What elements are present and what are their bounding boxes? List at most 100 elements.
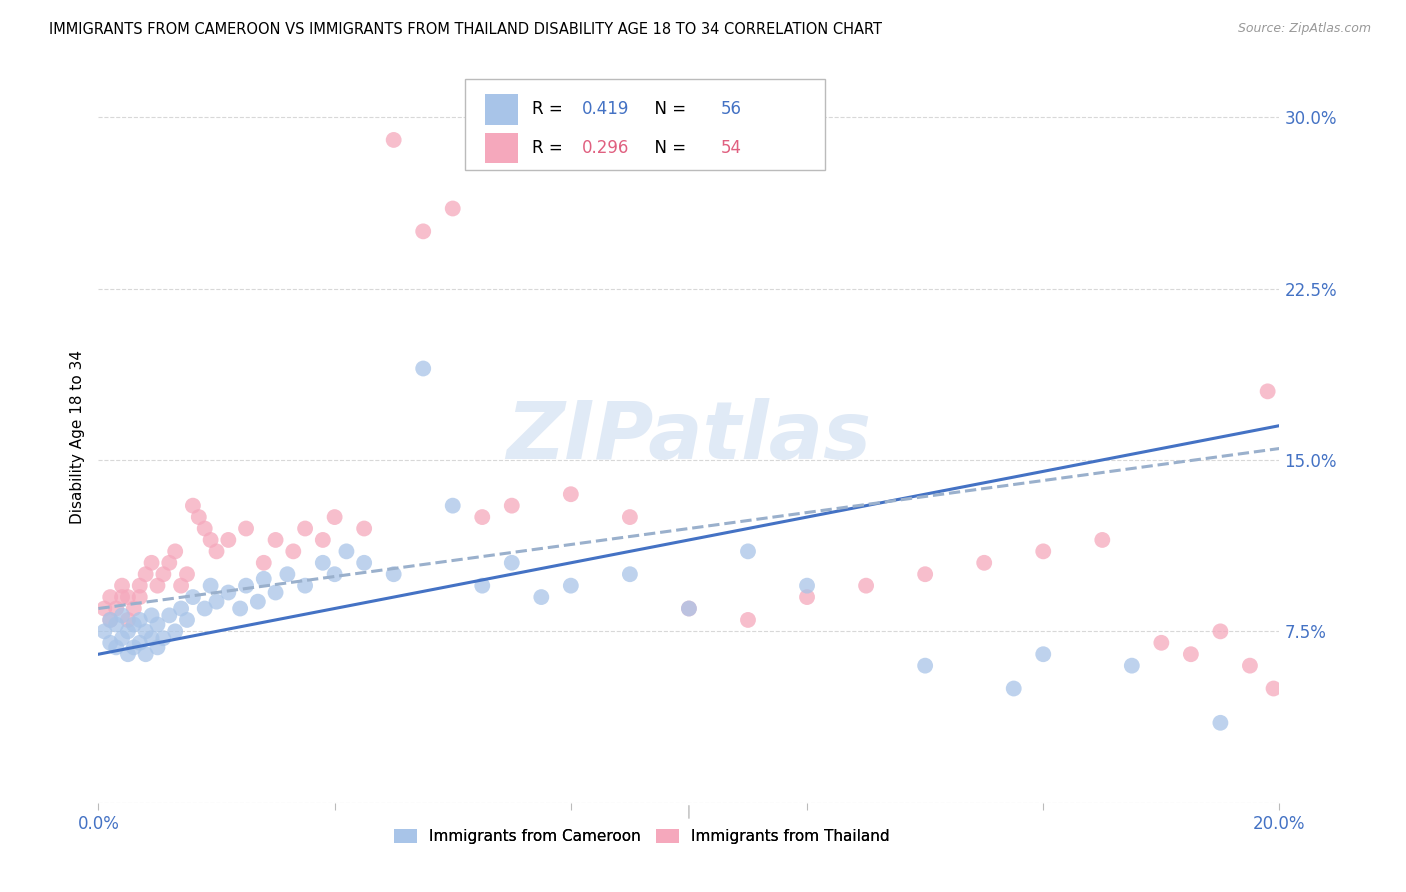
- Point: [98, 636, 121, 650]
- Point: [141, 632, 163, 646]
- Point: [353, 521, 375, 535]
- Point: [1032, 647, 1054, 661]
- Point: [157, 608, 180, 623]
- Point: [98, 613, 121, 627]
- FancyBboxPatch shape: [464, 78, 825, 170]
- Point: [323, 567, 346, 582]
- Point: [111, 632, 134, 646]
- Point: [1257, 384, 1279, 399]
- Point: [98, 590, 121, 604]
- Point: [264, 533, 287, 547]
- Point: [128, 579, 150, 593]
- Point: [141, 556, 163, 570]
- Point: [135, 647, 157, 661]
- Point: [501, 556, 523, 570]
- Point: [560, 579, 582, 593]
- Y-axis label: Disability Age 18 to 34: Disability Age 18 to 34: [69, 350, 84, 524]
- Point: [157, 556, 180, 570]
- Point: [111, 590, 134, 604]
- Text: R =: R =: [531, 100, 568, 119]
- Legend: Immigrants from Cameroon, Immigrants from Thailand: Immigrants from Cameroon, Immigrants fro…: [388, 822, 896, 850]
- Point: [382, 567, 405, 582]
- Point: [1032, 544, 1054, 558]
- Point: [1263, 681, 1285, 696]
- Point: [1002, 681, 1025, 696]
- Point: [441, 202, 464, 216]
- FancyBboxPatch shape: [485, 94, 517, 125]
- Point: [152, 567, 174, 582]
- Point: [1239, 658, 1261, 673]
- Point: [264, 585, 287, 599]
- Point: [122, 601, 145, 615]
- Point: [235, 521, 257, 535]
- Point: [135, 567, 157, 582]
- Point: [187, 510, 209, 524]
- Point: [619, 567, 641, 582]
- Point: [194, 601, 217, 615]
- Point: [176, 613, 198, 627]
- Point: [1150, 636, 1173, 650]
- Point: [276, 567, 298, 582]
- Point: [141, 608, 163, 623]
- Point: [128, 636, 150, 650]
- Point: [441, 499, 464, 513]
- Point: [200, 579, 222, 593]
- Point: [117, 613, 139, 627]
- Point: [1209, 624, 1232, 639]
- Text: ZIPatlas: ZIPatlas: [506, 398, 872, 476]
- Point: [246, 595, 269, 609]
- Text: 0.419: 0.419: [582, 100, 628, 119]
- Point: [229, 601, 252, 615]
- Point: [796, 579, 818, 593]
- Point: [117, 647, 139, 661]
- Point: [93, 601, 115, 615]
- FancyBboxPatch shape: [485, 133, 517, 163]
- Point: [205, 595, 228, 609]
- Point: [973, 556, 995, 570]
- Point: [312, 556, 335, 570]
- Point: [181, 499, 204, 513]
- Point: [253, 556, 276, 570]
- Point: [128, 590, 150, 604]
- Point: [412, 361, 434, 376]
- Point: [200, 533, 222, 547]
- Text: Source: ZipAtlas.com: Source: ZipAtlas.com: [1237, 22, 1371, 36]
- Point: [914, 567, 936, 582]
- Point: [105, 640, 128, 655]
- Point: [117, 624, 139, 639]
- Point: [146, 579, 169, 593]
- Point: [501, 499, 523, 513]
- Point: [737, 544, 759, 558]
- Point: [678, 601, 700, 615]
- Point: [914, 658, 936, 673]
- Point: [146, 640, 169, 655]
- Point: [93, 624, 115, 639]
- Point: [471, 579, 494, 593]
- Point: [253, 572, 276, 586]
- Point: [560, 487, 582, 501]
- Point: [165, 624, 187, 639]
- Point: [235, 579, 257, 593]
- Point: [283, 544, 305, 558]
- Text: N =: N =: [644, 139, 692, 157]
- Point: [855, 579, 877, 593]
- Point: [165, 544, 187, 558]
- Point: [122, 617, 145, 632]
- Point: [382, 133, 405, 147]
- Point: [122, 640, 145, 655]
- Point: [412, 224, 434, 238]
- Point: [530, 590, 553, 604]
- Point: [194, 521, 217, 535]
- Point: [217, 585, 239, 599]
- Point: [353, 556, 375, 570]
- Point: [217, 533, 239, 547]
- Point: [170, 579, 193, 593]
- Text: 54: 54: [721, 139, 742, 157]
- Point: [111, 608, 134, 623]
- Point: [135, 624, 157, 639]
- Point: [1180, 647, 1202, 661]
- Point: [737, 613, 759, 627]
- Point: [294, 579, 316, 593]
- Point: [294, 521, 316, 535]
- Text: R =: R =: [531, 139, 568, 157]
